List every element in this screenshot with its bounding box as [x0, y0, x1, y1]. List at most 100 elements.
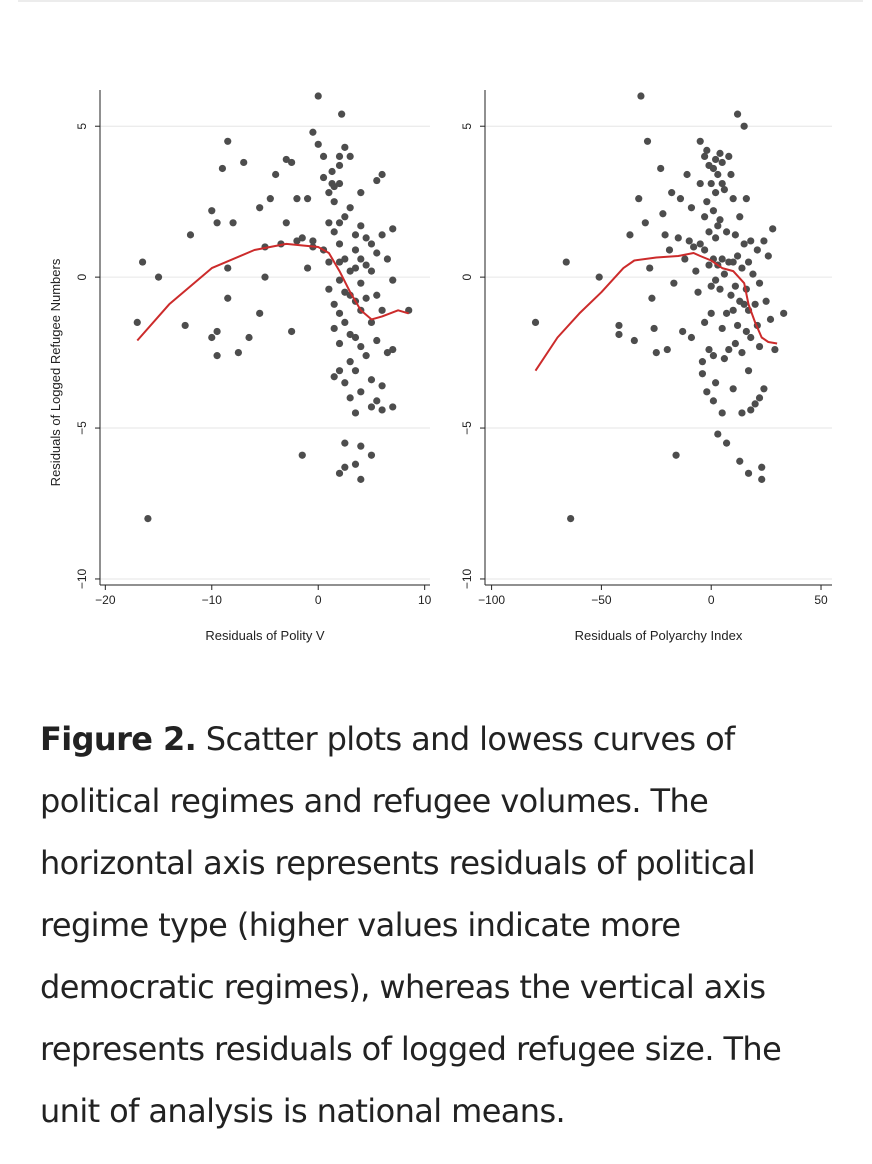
- data-point: [722, 228, 731, 236]
- data-point: [362, 234, 370, 242]
- data-point: [615, 330, 623, 339]
- data-point: [378, 406, 386, 414]
- data-point: [282, 219, 290, 227]
- data-point: [335, 161, 344, 170]
- data-point: [367, 318, 376, 327]
- x-tick-label: 50: [814, 593, 828, 607]
- data-point: [224, 294, 232, 302]
- data-point: [389, 225, 397, 233]
- data-point: [293, 195, 301, 203]
- data-point: [736, 457, 744, 465]
- data-point: [725, 152, 733, 161]
- data-point: [341, 318, 349, 327]
- data-point: [760, 237, 768, 245]
- data-point: [714, 222, 722, 230]
- data-point: [758, 475, 766, 483]
- data-point: [652, 348, 660, 357]
- y-tick-label: 5: [75, 123, 89, 130]
- data-point: [357, 255, 365, 263]
- data-point: [679, 327, 687, 336]
- data-point: [648, 294, 656, 302]
- data-point: [729, 195, 737, 203]
- data-point: [727, 170, 735, 179]
- data-point: [705, 345, 713, 354]
- data-point: [657, 164, 665, 173]
- data-point: [712, 234, 720, 242]
- data-point: [389, 403, 397, 411]
- data-point: [351, 333, 360, 342]
- data-point: [335, 240, 344, 248]
- x-tick-label: 0: [315, 593, 322, 607]
- y-tick-label: −10: [75, 568, 89, 589]
- x-tick-label: 0: [708, 593, 715, 607]
- data-point: [314, 92, 322, 100]
- data-point: [738, 409, 746, 417]
- data-point: [309, 237, 317, 245]
- data-point: [224, 137, 232, 145]
- data-point: [705, 261, 713, 269]
- data-point: [367, 403, 376, 411]
- data-point: [747, 406, 755, 414]
- data-point: [266, 195, 274, 203]
- data-point: [769, 225, 777, 233]
- data-point: [714, 430, 722, 438]
- data-point: [319, 173, 328, 182]
- data-point: [378, 231, 386, 239]
- data-point: [722, 309, 731, 317]
- data-point: [683, 170, 691, 179]
- data-point: [531, 318, 540, 327]
- data-point: [383, 348, 392, 357]
- data-point: [373, 176, 381, 185]
- data-point: [338, 110, 346, 118]
- data-point: [351, 409, 360, 417]
- data-point: [373, 336, 381, 345]
- data-point: [650, 324, 658, 333]
- data-point: [709, 207, 718, 215]
- data-point: [731, 231, 739, 239]
- data-point: [729, 306, 737, 314]
- data-point: [751, 400, 759, 408]
- data-point: [661, 231, 669, 239]
- data-point: [335, 258, 344, 266]
- data-point: [288, 327, 296, 336]
- data-point: [753, 246, 761, 254]
- x-axis-title: Residuals of Polyarchy Index: [575, 628, 743, 643]
- y-tick-label: −5: [75, 421, 89, 435]
- data-point: [346, 394, 354, 402]
- data-point: [567, 514, 575, 523]
- lowess-curve: [136, 242, 409, 342]
- data-point: [325, 285, 333, 293]
- data-point: [615, 321, 623, 330]
- data-point: [133, 318, 141, 327]
- data-point: [762, 297, 770, 305]
- polity-panel: −10 −5 0 5 −20 −10 0 10 Residuals of Polity V Res…: [48, 90, 432, 643]
- data-point: [181, 321, 189, 330]
- y-tick-label: −5: [460, 421, 474, 435]
- data-point: [646, 264, 654, 272]
- data-point: [718, 255, 726, 263]
- data-point: [298, 451, 306, 459]
- data-point: [256, 204, 264, 212]
- data-point: [755, 342, 764, 351]
- data-point: [303, 195, 312, 203]
- data-point: [330, 182, 338, 191]
- data-point: [346, 267, 354, 275]
- data-point: [685, 237, 693, 245]
- data-point: [373, 397, 381, 405]
- data-point: [690, 243, 698, 251]
- data-point: [707, 309, 715, 317]
- data-point: [698, 370, 707, 378]
- y-axis-title: Residuals of Logged Refugee Numbers: [48, 258, 63, 486]
- data-point: [705, 228, 713, 236]
- data-point: [330, 300, 338, 308]
- data-point: [357, 222, 365, 230]
- data-point: [362, 261, 370, 269]
- data-point: [714, 170, 722, 179]
- data-point: [707, 282, 715, 290]
- data-point: [659, 210, 667, 218]
- data-point: [698, 358, 707, 366]
- y-tick-label: 0: [460, 273, 474, 280]
- data-point: [755, 394, 764, 402]
